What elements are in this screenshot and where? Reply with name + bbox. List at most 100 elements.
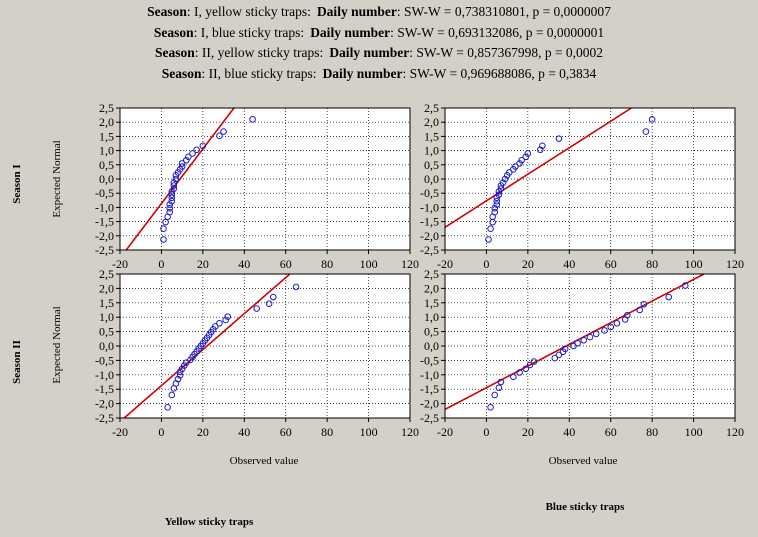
- data-point: [189, 150, 196, 157]
- data-point: [516, 369, 523, 376]
- header-line-1: Season: I, yellow sticky traps: Daily num…: [147, 4, 611, 19]
- data-point: [518, 156, 525, 164]
- y-tick-label: -1,5: [420, 215, 439, 229]
- data-point: [495, 191, 503, 198]
- y-tick-label: 0,5: [424, 325, 439, 339]
- x-tick-label: -20: [437, 257, 453, 271]
- x-tick-label: -20: [437, 425, 453, 439]
- panel-2: -20 0 20 40 60 80 100 120 2,52,01,51,00,50,0-0,5…: [420, 101, 744, 271]
- header-line-3: Season: II, yellow sticky traps: Daily nu…: [155, 45, 603, 60]
- row-label-season-2: Season II: [11, 340, 23, 384]
- x-tick-label: 40: [238, 257, 250, 271]
- y-tick-label: -1,0: [95, 200, 114, 214]
- fit-line: [445, 108, 632, 228]
- data-point: [170, 179, 178, 186]
- data-point: [536, 146, 544, 154]
- y-tick-label: 2,5: [424, 101, 439, 115]
- data-point: [551, 354, 559, 362]
- y-tick-label: 0,0: [424, 339, 439, 353]
- data-point: [613, 319, 621, 327]
- data-point: [170, 182, 178, 189]
- x-tick-label: -20: [112, 425, 128, 439]
- row-label-season-1: Season I: [11, 164, 23, 203]
- y-tick-label: -2,0: [420, 397, 439, 411]
- x-tick-label: 0: [483, 425, 489, 439]
- header-line-2: Season: I, blue sticky traps: Daily numbe…: [154, 25, 604, 40]
- data-point: [211, 323, 219, 330]
- y-tick-label: -1,5: [95, 215, 114, 229]
- header-line-4: Season: II, blue sticky traps: Daily numb…: [162, 66, 597, 81]
- data-point: [648, 116, 656, 123]
- y-tick-label: 1,0: [424, 310, 439, 324]
- data-point: [193, 146, 200, 154]
- panel-3: -20 0 20 40 60 80 100 120 2,52,01,51,00,50,0-0,5…: [95, 267, 419, 439]
- data-point: [491, 391, 499, 399]
- data-point: [160, 225, 167, 232]
- data-point: [222, 316, 229, 324]
- y-tick-label: 0,5: [99, 325, 114, 339]
- data-point: [199, 142, 207, 150]
- data-point: [182, 156, 190, 164]
- fit-line: [445, 274, 705, 411]
- y-tick-label: 0,0: [99, 339, 114, 353]
- y-tick-label: -1,5: [420, 382, 439, 396]
- data-point: [493, 197, 501, 205]
- x-tick-label: 20: [197, 425, 209, 439]
- x-tick-label: 60: [605, 425, 617, 439]
- x-tick-label: -20: [112, 257, 128, 271]
- x-tick-label: 120: [726, 425, 744, 439]
- data-point: [642, 128, 650, 135]
- data-point: [501, 175, 509, 183]
- x-tick-label: 60: [605, 257, 617, 271]
- y-tick-label: 1,0: [99, 144, 114, 158]
- data-point: [505, 169, 513, 176]
- y-tick-label: -0,5: [420, 186, 439, 200]
- ylabel-bottom: Expected Normal: [51, 306, 63, 383]
- y-tick-label: 2,0: [424, 115, 439, 129]
- x-tick-label: 100: [685, 257, 703, 271]
- y-tick-label: -2,0: [420, 229, 439, 243]
- data-point: [601, 327, 608, 334]
- x-tick-label: 100: [360, 257, 378, 271]
- x-tick-label: 40: [563, 257, 575, 271]
- panel-1: -20 0 20 40 60 80 100 120 2,52,01,51,00,50,0-0,5…: [95, 101, 419, 271]
- y-tick-label: 1,5: [424, 129, 439, 143]
- y-tick-label: -1,0: [95, 368, 114, 382]
- data-point: [522, 153, 530, 161]
- data-point: [166, 208, 174, 216]
- data-point: [592, 330, 600, 338]
- data-point: [510, 373, 517, 381]
- column-label-yellow: Yellow sticky traps: [165, 516, 254, 528]
- x-tick-label: 120: [726, 257, 744, 271]
- data-point: [499, 179, 507, 186]
- y-tick-label: -1,5: [95, 382, 114, 396]
- ylabel-top: Expected Normal: [51, 140, 63, 217]
- data-point: [495, 384, 503, 392]
- y-tick-label: 2,5: [424, 267, 439, 281]
- data-point: [164, 404, 171, 411]
- y-tick-label: -1,0: [420, 200, 439, 214]
- data-point: [249, 116, 256, 123]
- x-tick-label: 80: [321, 257, 333, 271]
- data-point: [253, 305, 261, 312]
- header-block: Season: I, yellow sticky traps: Daily num…: [147, 4, 611, 81]
- panels: -20 0 20 40 60 80 100 1202,52,01,51,00,50,0-0,5…: [95, 101, 744, 439]
- x-tick-label: 60: [280, 425, 292, 439]
- data-point: [185, 153, 192, 161]
- data-point: [168, 191, 176, 198]
- data-point: [524, 150, 532, 157]
- data-point: [265, 300, 273, 307]
- y-tick-label: 1,5: [99, 296, 114, 310]
- y-tick-label: 1,0: [99, 310, 114, 324]
- y-tick-label: -2,5: [95, 243, 114, 257]
- y-tick-label: -0,5: [95, 353, 114, 367]
- column-label-blue: Blue sticky traps: [546, 501, 626, 513]
- x-tick-label: 120: [401, 425, 419, 439]
- y-tick-label: 0,5: [424, 158, 439, 172]
- data-point: [522, 365, 530, 373]
- x-tick-label: 20: [197, 257, 209, 271]
- data-point: [665, 293, 673, 301]
- data-point: [166, 201, 174, 208]
- data-point: [555, 135, 563, 142]
- data-point: [216, 132, 223, 140]
